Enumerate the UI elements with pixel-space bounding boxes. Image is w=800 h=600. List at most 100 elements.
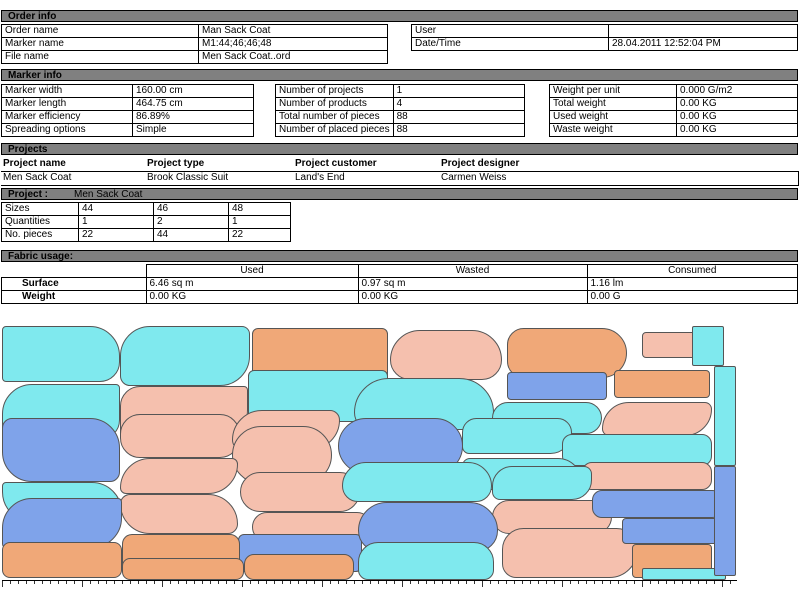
ruler-tick — [562, 581, 563, 587]
ruler-tick — [186, 581, 187, 584]
surface-consumed: 1.16 lm — [586, 277, 798, 291]
order-info-table: Order name Man Sack Coat Marker name M1:… — [1, 24, 388, 64]
ruler-tick — [194, 581, 195, 584]
ruler-tick — [626, 581, 627, 584]
ruler-tick — [274, 581, 275, 584]
size-cell: 44 — [78, 202, 154, 216]
ruler-tick — [586, 581, 587, 584]
marker-piece — [502, 528, 638, 578]
ruler-tick — [306, 581, 307, 584]
size-cell: 48 — [228, 202, 291, 216]
num-projects-value: 1 — [392, 84, 526, 98]
ruler-tick — [402, 581, 403, 587]
ruler-tick — [82, 581, 83, 587]
ruler-tick — [122, 581, 123, 584]
ruler-tick — [250, 581, 251, 584]
projects-column-headers: Project name Project type Project custom… — [1, 157, 798, 172]
table-row: Number of products 4 — [275, 97, 526, 111]
ruler-tick — [234, 581, 235, 584]
ruler-tick — [34, 581, 35, 584]
table-row: Marker width 160.00 cm — [1, 84, 254, 98]
weight-wasted: 0.00 KG — [357, 290, 588, 304]
ruler-tick — [530, 581, 531, 584]
table-row: File name Men Sack Coat..ord — [1, 50, 388, 64]
used-weight-value: 0.00 KG — [676, 110, 798, 124]
marker-piece — [342, 462, 492, 502]
marker-piece — [120, 494, 238, 534]
marker-info-header: Marker info — [1, 69, 798, 81]
table-row: Weight per unit 0.000 G/m2 — [549, 84, 798, 98]
project-designer-header: Project designer — [441, 158, 520, 169]
project-sizes-table: Sizes 44 46 48 Quantities 1 2 1 No. piec… — [1, 202, 291, 242]
ruler-tick — [266, 581, 267, 584]
ruler-tick — [298, 581, 299, 584]
quantity-cell: 2 — [153, 215, 229, 229]
ruler-tick — [386, 581, 387, 584]
spreading-options-label: Spreading options — [1, 123, 133, 137]
ruler-tick — [322, 581, 323, 587]
no-pieces-label: No. pieces — [1, 228, 79, 242]
ruler-tick — [378, 581, 379, 584]
table-row: Quantities 1 2 1 — [1, 215, 291, 229]
table-row: Used Wasted Consumed — [1, 264, 798, 278]
ruler-tick — [338, 581, 339, 584]
marker-piece — [120, 326, 250, 386]
ruler-tick — [354, 581, 355, 584]
ruler-tick — [682, 581, 683, 584]
waste-weight-value: 0.00 KG — [676, 123, 798, 137]
marker-efficiency-label: Marker efficiency — [1, 110, 133, 124]
project-header: Project : Men Sack Coat — [1, 188, 798, 200]
ruler-tick — [538, 581, 539, 584]
order-info-right-table: User Date/Time 28.04.2011 12:52:04 PM — [411, 24, 798, 51]
ruler-tick — [74, 581, 75, 584]
ruler-tick — [66, 581, 67, 584]
fabric-usage-table: Used Wasted Consumed Surface 6.46 sq m 0… — [1, 264, 798, 304]
ruler-tick — [610, 581, 611, 584]
ruler-tick — [370, 581, 371, 584]
ruler-tick — [466, 581, 467, 584]
marker-piece — [592, 490, 722, 518]
used-header: Used — [145, 264, 359, 278]
ruler-tick — [162, 581, 163, 587]
quantities-label: Quantities — [1, 215, 79, 229]
ruler-tick — [346, 581, 347, 584]
ruler-tick — [394, 581, 395, 584]
marker-piece — [492, 466, 592, 500]
pieces-cell: 22 — [78, 228, 154, 242]
table-row: Date/Time 28.04.2011 12:52:04 PM — [411, 37, 798, 51]
marker-piece — [602, 402, 712, 436]
project-designer-cell: Carmen Weiss — [441, 172, 507, 183]
total-pieces-label: Total number of pieces — [275, 110, 394, 124]
ruler-tick — [650, 581, 651, 584]
quantity-cell: 1 — [78, 215, 154, 229]
table-row: Spreading options Simple — [1, 123, 254, 137]
marker-piece — [2, 542, 122, 578]
total-pieces-value: 88 — [392, 110, 526, 124]
quantity-cell: 1 — [228, 215, 291, 229]
ruler-tick — [226, 581, 227, 584]
ruler-tick — [42, 581, 43, 584]
marker-name-value: M1:44;46;46;48 — [198, 37, 388, 51]
table-row: Total weight 0.00 KG — [549, 97, 798, 111]
ruler-tick — [202, 581, 203, 584]
table-row: Surface 6.46 sq m 0.97 sq m 1.16 lm — [1, 277, 798, 291]
order-name-label: Order name — [1, 24, 199, 38]
ruler-tick — [290, 581, 291, 584]
ruler-tick — [330, 581, 331, 584]
waste-weight-label: Waste weight — [549, 123, 677, 137]
spreading-options-value: Simple — [132, 123, 254, 137]
ruler-tick — [546, 581, 547, 584]
weight-used: 0.00 KG — [145, 290, 359, 304]
surface-wasted: 0.97 sq m — [357, 277, 588, 291]
ruler-tick — [482, 581, 483, 587]
ruler-tick — [490, 581, 491, 584]
order-name-value: Man Sack Coat — [198, 24, 388, 38]
ruler-tick — [690, 581, 691, 584]
ruler-tick — [506, 581, 507, 584]
ruler-tick — [722, 581, 723, 587]
total-weight-value: 0.00 KG — [676, 97, 798, 111]
table-row: Weight 0.00 KG 0.00 KG 0.00 G — [1, 290, 798, 304]
marker-piece — [358, 542, 494, 580]
ruler-tick — [314, 581, 315, 584]
wasted-header: Wasted — [357, 264, 588, 278]
